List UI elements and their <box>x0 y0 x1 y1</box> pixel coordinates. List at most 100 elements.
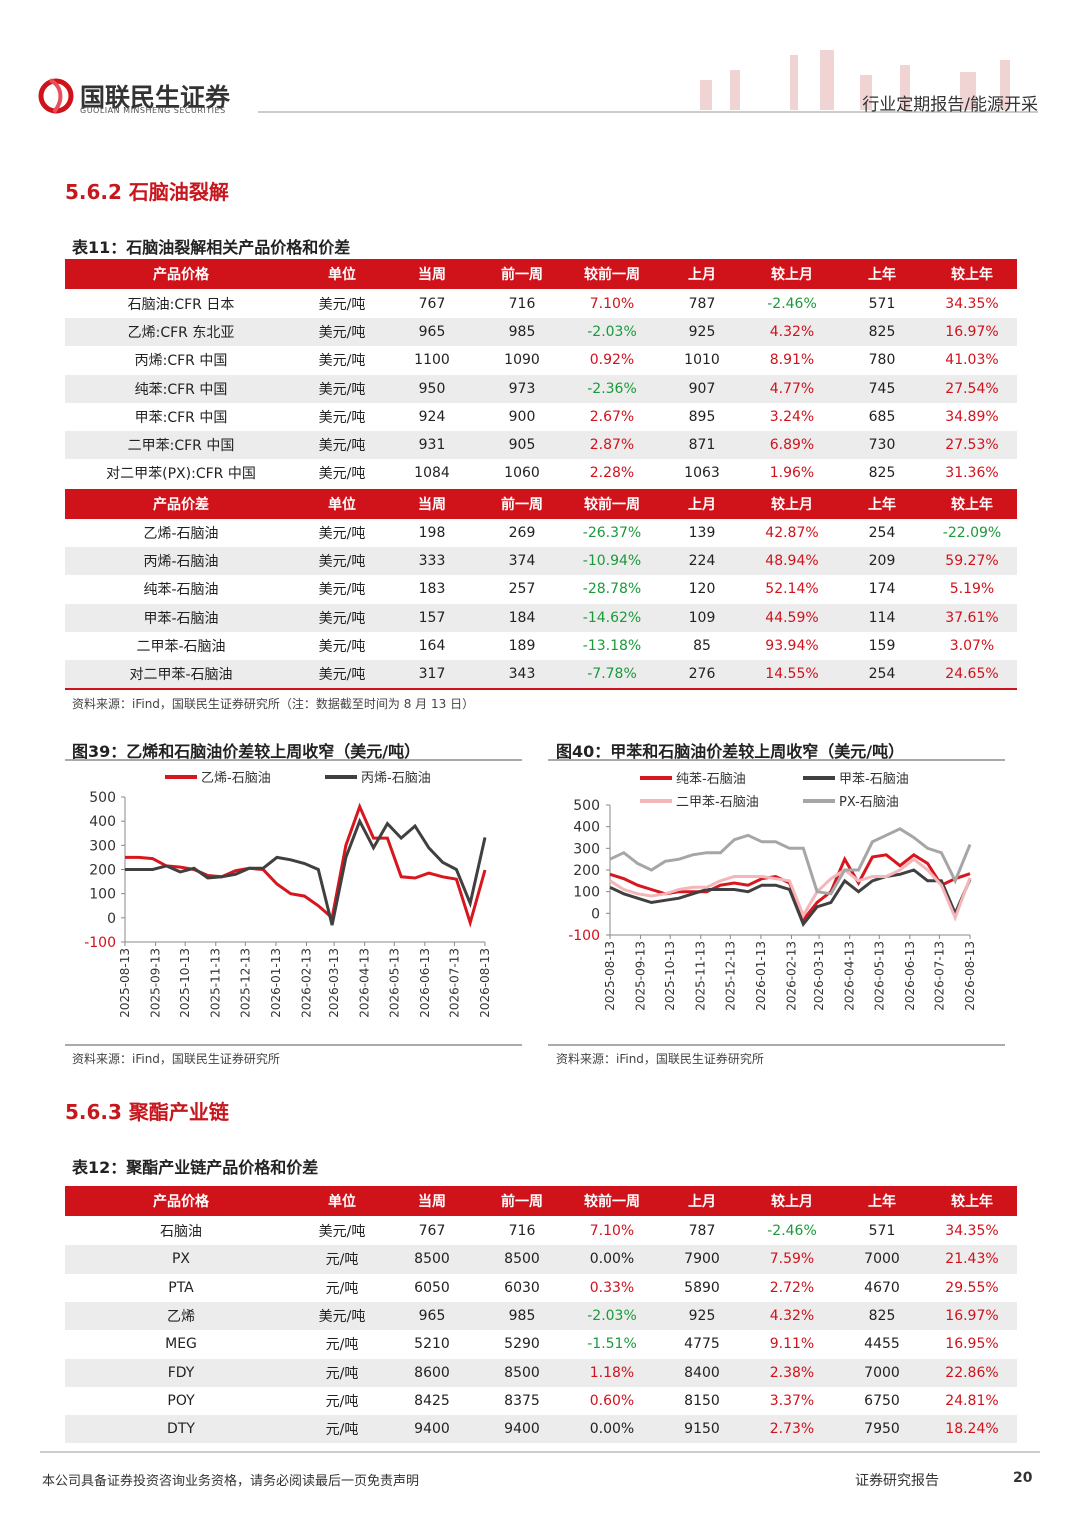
table-cell: 164 <box>418 637 446 654</box>
table-cell: -13.18% <box>582 637 642 654</box>
table-cell: 4.32% <box>769 324 815 341</box>
table-cell: 139 <box>688 525 716 542</box>
table-cell: 8500 <box>414 1251 450 1268</box>
table-cell: 4775 <box>684 1336 720 1353</box>
table-cell: 0.60% <box>589 1392 635 1409</box>
table-cell: 元/吨 <box>325 1393 359 1410</box>
header-cell: 单位 <box>328 497 356 513</box>
table-cell: 825 <box>868 1308 896 1325</box>
table-cell: MEG <box>165 1336 197 1353</box>
table-cell: 元/吨 <box>325 1252 359 1269</box>
table-cell: 973 <box>508 380 536 397</box>
table-cell: 4.77% <box>769 380 815 397</box>
table-cell: 乙烯-石脑油 <box>143 526 219 543</box>
footer-label: 证券研究报告 <box>855 1473 939 1489</box>
table-cell: 美元/吨 <box>318 381 366 398</box>
table-cell: 美元/吨 <box>318 610 366 627</box>
table-row: 二甲苯:CFR 中国 美元/吨 931 905 2.87% 871 6.89% 730 27.5… <box>65 431 1017 460</box>
header-cell: 前一周 <box>501 1194 543 1210</box>
table-cell: 丙烯-石脑油 <box>143 554 219 571</box>
figure-source: 资料来源：iFind，国联民生证券研究所 <box>72 1052 280 1066</box>
table-cell: 8375 <box>504 1392 540 1409</box>
table-cell: 48.94% <box>765 553 819 570</box>
company-en: GUOLIAN MINSHENG SECURITIES <box>80 106 226 115</box>
header-cell: 产品价差 <box>153 497 209 513</box>
table-cell: 745 <box>868 380 896 397</box>
header-cell: 当周 <box>418 497 446 513</box>
y-tick-label: 200 <box>89 863 116 879</box>
table-title: 表12：聚酯产业链产品价格和价差 <box>72 1158 319 1177</box>
table-cell: 787 <box>688 1223 716 1240</box>
table-row: POY 元/吨 8425 8375 0.60% 8150 3.37% 6750 24.81% <box>65 1387 1017 1415</box>
table-cell: 8600 <box>414 1364 450 1381</box>
table-cell: 685 <box>868 408 896 425</box>
y-tick-label: 100 <box>89 887 116 903</box>
table-cell: 5.19% <box>949 581 995 598</box>
legend-label: 丙烯-石脑油 <box>361 771 431 786</box>
table-cell: 4670 <box>864 1279 900 1296</box>
table-cell: 254 <box>868 666 896 683</box>
table-cell: 乙烯 <box>167 1309 195 1326</box>
table-cell: 730 <box>868 437 896 454</box>
table-cell: 甲苯-石脑油 <box>143 610 219 627</box>
table-cell: 甲苯:CFR 中国 <box>134 409 228 426</box>
table-cell: 24.81% <box>945 1392 999 1409</box>
header-cell: 较上月 <box>771 1194 813 1210</box>
table-row: 乙烯-石脑油 美元/吨 198 269 -26.37% 139 42.87% 254 -22.0… <box>65 519 1017 547</box>
y-tick-label: 300 <box>573 841 600 857</box>
table-cell: 美元/吨 <box>318 297 366 314</box>
table-cell: 美元/吨 <box>318 554 366 571</box>
x-tick-label: 2026-05-13 <box>872 941 886 1011</box>
x-tick-label: 2026-01-13 <box>269 948 283 1018</box>
table-cell: 767 <box>418 296 446 313</box>
table-cell: 7000 <box>864 1251 900 1268</box>
table-cell: 44.59% <box>765 609 819 626</box>
table-cell: 2.28% <box>589 465 635 482</box>
header-cell: 上月 <box>688 267 716 283</box>
section-title: 5.6.3 聚酯产业链 <box>65 1100 229 1124</box>
table-cell: 374 <box>508 553 536 570</box>
table-cell: 美元/吨 <box>318 526 366 543</box>
table-cell: 2.73% <box>769 1421 815 1438</box>
table-cell: -22.09% <box>942 525 1002 542</box>
header-cell: 较上年 <box>951 267 993 283</box>
logo <box>38 78 74 114</box>
table-row: DTY 元/吨 9400 9400 0.00% 9150 2.73% 7950 18.24% <box>65 1415 1017 1444</box>
skyline-block <box>820 50 834 110</box>
table-cell: -2.36% <box>587 380 637 397</box>
table-cell: 7.10% <box>589 1223 635 1240</box>
table-cell: 257 <box>508 581 536 598</box>
header-cell: 上年 <box>868 497 896 513</box>
table-cell: -2.46% <box>767 296 817 313</box>
table-cell: 石脑油:CFR 日本 <box>127 297 235 314</box>
page-number: 20 <box>1013 1470 1033 1486</box>
series-line <box>125 802 487 928</box>
header-cell: 较前一周 <box>584 497 640 513</box>
table-cell: 1010 <box>684 352 720 369</box>
table-cell: 美元/吨 <box>318 1309 366 1326</box>
table-cell: 985 <box>508 1308 536 1325</box>
table-cell: -2.03% <box>587 324 637 341</box>
x-tick-label: 2025-11-13 <box>209 948 223 1018</box>
table-cell: 二甲苯-石脑油 <box>136 638 226 655</box>
table-row: 纯苯-石脑油 美元/吨 183 257 -28.78% 120 52.14% 174 5.19% <box>65 575 1017 603</box>
series-line <box>609 868 972 928</box>
table-cell: 对二甲苯(PX):CFR 中国 <box>106 466 256 483</box>
table-cell: 3.07% <box>949 637 995 654</box>
x-tick-label: 2026-08-13 <box>963 941 977 1011</box>
table-cell: DTY <box>167 1421 195 1438</box>
table-row: 丙烯-石脑油 美元/吨 333 374 -10.94% 224 48.94% 209 59.27… <box>65 547 1017 576</box>
table-cell: 8425 <box>414 1392 450 1409</box>
table-source: 资料来源：iFind，国联民生证券研究所（注：数据截至时间为 8 月 13 日） <box>72 697 475 711</box>
x-tick-label: 2025-09-13 <box>149 948 163 1018</box>
header-cell: 上月 <box>688 1194 716 1210</box>
x-tick-label: 2026-08-13 <box>478 948 492 1018</box>
table-cell: 7950 <box>864 1421 900 1438</box>
series-line <box>609 857 972 922</box>
table-cell: 16.97% <box>945 1308 999 1325</box>
table-cell: 3.37% <box>769 1392 815 1409</box>
x-tick-label: 2026-07-13 <box>932 941 946 1011</box>
table-row: PTA 元/吨 6050 6030 0.33% 5890 2.72% 4670 29.55% <box>65 1274 1017 1302</box>
table-cell: 924 <box>418 408 446 425</box>
x-tick-label: 2025-11-13 <box>694 941 708 1011</box>
